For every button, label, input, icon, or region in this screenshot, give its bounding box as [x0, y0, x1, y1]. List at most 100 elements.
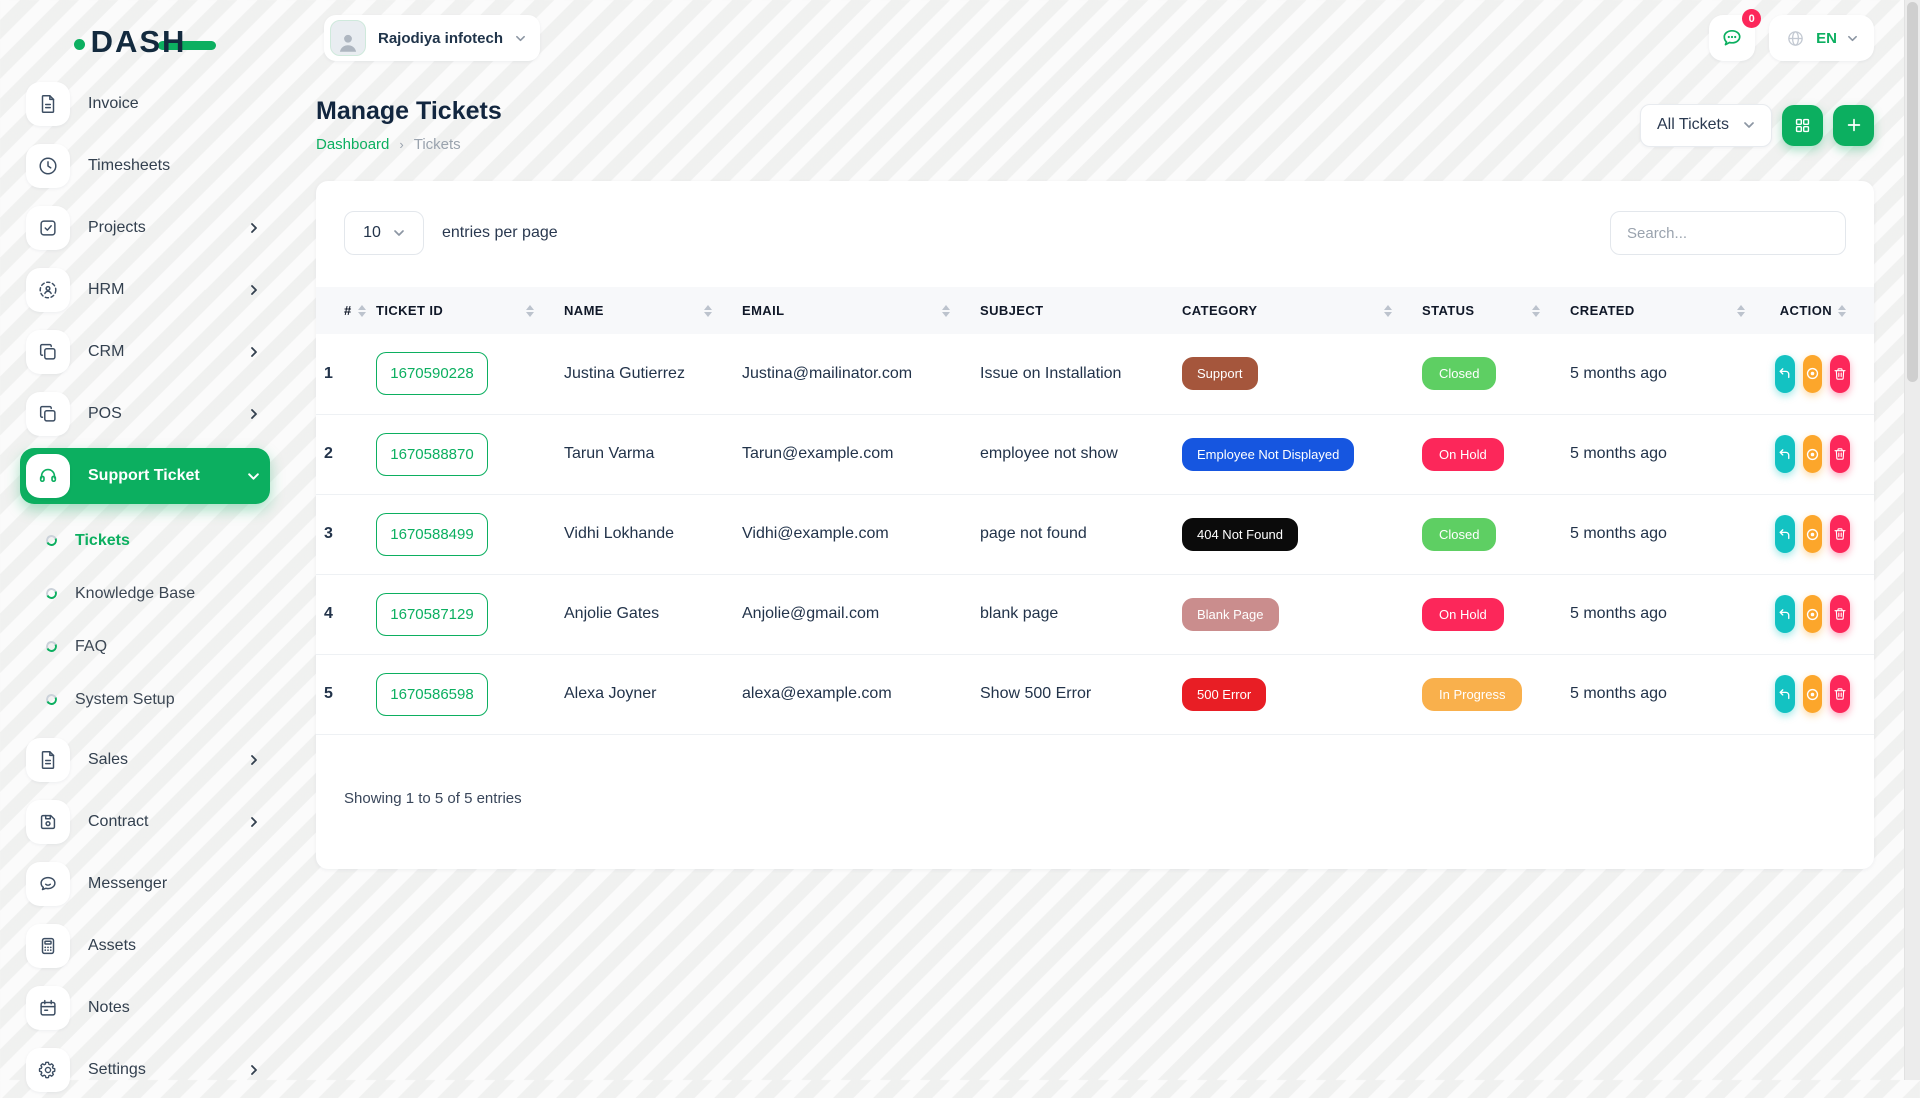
sidebar-item-support-ticket[interactable]: Support Ticket [20, 448, 270, 504]
sidebar-item-hrm[interactable]: HRM [20, 262, 270, 318]
ticket-name: Anjolie Gates [556, 574, 734, 655]
category-badge: 500 Error [1182, 677, 1267, 711]
status-badge: In Progress [1422, 677, 1523, 711]
reply-button[interactable] [1774, 595, 1795, 633]
sidebar-item-invoice[interactable]: Invoice [20, 76, 270, 132]
company-selector[interactable]: Rajodiya infotech [324, 15, 541, 61]
chevron-down-icon [1743, 119, 1755, 131]
sort-arrows[interactable] [704, 304, 712, 317]
view-button[interactable] [1802, 435, 1823, 473]
contract-icon [26, 800, 70, 844]
ticket-created: 5 months ago [1562, 574, 1767, 655]
scrollbar-thumb[interactable] [1907, 2, 1918, 382]
ticket-id-chip[interactable]: 1670586598 [376, 672, 488, 716]
ticket-subject: Issue on Installation [972, 334, 1174, 415]
sort-arrows[interactable] [942, 304, 950, 317]
messages-button[interactable]: 0 [1709, 9, 1762, 61]
page-header: Manage Tickets Dashboard › Tickets All T… [290, 61, 1904, 153]
search-input[interactable] [1610, 211, 1846, 255]
sidebar-item-projects[interactable]: Projects [20, 200, 270, 256]
ticket-id-chip[interactable]: 1670590228 [376, 352, 488, 396]
ticket-id-chip[interactable]: 1670588499 [376, 512, 488, 556]
ticket-subject: Show 500 Error [972, 654, 1174, 735]
chevron-right-icon [248, 222, 260, 234]
row-actions [1774, 595, 1866, 633]
topbar-actions: 0 EN [1709, 9, 1874, 61]
reply-button[interactable] [1774, 354, 1795, 393]
sidebar-item-sales[interactable]: Sales [20, 732, 270, 788]
tickets-table: # TICKET ID NAME EMAIL SUBJECT CATEGORY … [316, 287, 1874, 735]
category-badge: Blank Page [1182, 597, 1279, 631]
view-icon [1806, 368, 1819, 380]
view-button[interactable] [1802, 515, 1823, 553]
sidebar-item-contract[interactable]: Contract [20, 794, 270, 850]
sidebar-item-pos[interactable]: POS [20, 386, 270, 442]
sort-arrows[interactable] [1838, 304, 1846, 317]
ticket-id-chip[interactable]: 1670587129 [376, 592, 488, 636]
sidebar-nav: Invoice Timesheets Projects HRM [0, 76, 290, 1098]
reply-button[interactable] [1774, 515, 1795, 553]
sidebar-subitem-knowledge-base[interactable]: Knowledge Base [20, 567, 270, 620]
sidebar-item-timesheets[interactable]: Timesheets [20, 138, 270, 194]
row-number: 1 [316, 334, 368, 415]
ticket-id-chip[interactable]: 1670588870 [376, 432, 488, 476]
ticket-created: 5 months ago [1562, 654, 1767, 735]
reply-icon [1779, 448, 1790, 459]
sort-arrows[interactable] [1384, 304, 1392, 317]
sidebar-subitem-system-setup[interactable]: System Setup [20, 673, 270, 726]
entries-per-page-select[interactable]: 10 [344, 211, 424, 255]
view-button[interactable] [1802, 354, 1823, 393]
app-logo[interactable]: DASH [0, 18, 290, 66]
delete-button[interactable] [1830, 675, 1850, 713]
sidebar-item-crm[interactable]: CRM [20, 324, 270, 380]
delete-button[interactable] [1830, 515, 1850, 553]
delete-button[interactable] [1830, 354, 1850, 393]
pos-icon [26, 392, 70, 436]
sidebar-item-notes[interactable]: Notes [20, 980, 270, 1036]
sidebar-subitem-tickets[interactable]: Tickets [20, 514, 270, 567]
breadcrumb-current: Tickets [413, 136, 461, 153]
grid-view-button[interactable] [1782, 104, 1823, 146]
ticket-email: Anjolie@gmail.com [734, 574, 972, 655]
page-title: Manage Tickets [316, 97, 502, 125]
table-header-row: # TICKET ID NAME EMAIL SUBJECT CATEGORY … [316, 287, 1874, 334]
language-selector[interactable]: EN [1769, 15, 1874, 61]
sort-arrows[interactable] [526, 304, 534, 317]
reply-icon [1779, 528, 1790, 539]
ticket-email: Justina@mailinator.com [734, 334, 972, 415]
row-actions [1774, 354, 1866, 393]
sidebar-item-assets[interactable]: Assets [20, 918, 270, 974]
add-ticket-button[interactable] [1833, 104, 1874, 146]
sidebar-item-messenger[interactable]: Messenger [20, 856, 270, 912]
reply-button[interactable] [1774, 675, 1795, 713]
ticket-email: alexa@example.com [734, 654, 972, 735]
sort-arrows[interactable] [1737, 304, 1745, 317]
sidebar-item-settings[interactable]: Settings [20, 1042, 270, 1098]
bullet-icon [44, 586, 59, 601]
company-name: Rajodiya infotech [378, 29, 504, 47]
status-badge: Closed [1422, 517, 1497, 551]
page-scrollbar[interactable] [1904, 0, 1920, 1080]
table-row: 1 1670590228 Justina Gutierrez Justina@m… [316, 334, 1874, 415]
reply-icon [1779, 608, 1790, 619]
sort-arrows[interactable] [1532, 304, 1540, 317]
trash-icon [1834, 688, 1846, 700]
sales-icon [26, 738, 70, 782]
view-icon [1806, 688, 1819, 700]
sort-arrows[interactable] [357, 304, 366, 317]
breadcrumb-dashboard-link[interactable]: Dashboard [316, 136, 390, 153]
ticket-filter-dropdown[interactable]: All Tickets [1639, 103, 1772, 147]
chevron-right-icon [248, 816, 260, 828]
tickets-card: 10 entries per page # TICKET ID NAME EMA… [316, 181, 1874, 869]
chat-badge: 0 [1742, 9, 1762, 28]
view-button[interactable] [1802, 595, 1823, 633]
headset-icon [26, 454, 70, 498]
view-button[interactable] [1802, 675, 1823, 713]
sidebar-subitem-faq[interactable]: FAQ [20, 620, 270, 673]
delete-button[interactable] [1830, 435, 1850, 473]
logo-text: DASH [90, 24, 187, 59]
checkbox-icon [26, 206, 70, 250]
sidebar: DASH Invoice Timesheets Projects [0, 0, 290, 1092]
delete-button[interactable] [1830, 595, 1850, 633]
reply-button[interactable] [1774, 435, 1795, 473]
